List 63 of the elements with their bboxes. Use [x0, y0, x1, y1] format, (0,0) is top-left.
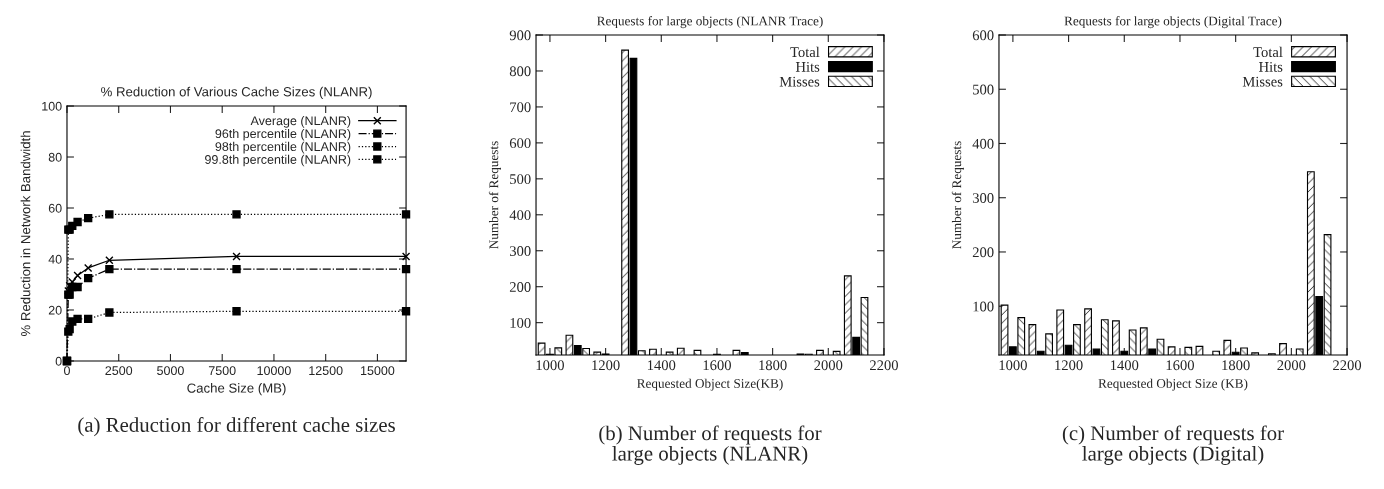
y-axis-title: Number of Requests [488, 141, 501, 249]
chart-title: Requests for large objects (Digital Trace) [1064, 16, 1282, 29]
y-tick-label: 800 [509, 66, 531, 77]
legend-label: Total [1253, 46, 1283, 58]
legend-label: Total [790, 46, 820, 58]
y-tick-label: 400 [972, 138, 994, 149]
y-tick-label: 500 [510, 174, 531, 185]
y-tick-label: 20 [48, 305, 62, 315]
x-tick-label: 1000 [536, 360, 564, 371]
y-tick-label: 40 [48, 254, 62, 264]
x-tick-label: 10000 [257, 366, 291, 376]
x-tick-label: 2200 [1333, 360, 1362, 371]
text: (c) Number of requests for large objects (Digital) [1062, 425, 1284, 465]
x-tick-label: 0 [64, 366, 70, 376]
x-tick-label: 12500 [309, 366, 343, 376]
x-axis-title: Requested Object Size(KB) [637, 378, 783, 391]
legend-label: 99.8th percentile (NLANR) [205, 154, 351, 167]
x-tick-label: 7500 [208, 366, 236, 376]
legend-label: Hits [795, 62, 820, 72]
x-tick-label: 1400 [647, 360, 676, 371]
x-tick-label: 1600 [703, 360, 731, 371]
y-tick-label: 60 [48, 203, 62, 213]
x-tick-label: 5000 [157, 366, 184, 376]
x-axis-title: Requested Object Size (KB) [1098, 378, 1248, 391]
legend-label: Misses [779, 76, 820, 87]
legend-label: Hits [1258, 62, 1283, 72]
x-tick-label: 1200 [592, 360, 620, 371]
y-tick-label: 600 [972, 30, 994, 41]
y-axis-title: Number of Requests [951, 141, 964, 249]
x-tick-label: 15000 [361, 366, 395, 376]
x-tick-label: 2200 [870, 360, 898, 371]
x-tick-label: 2000 [1277, 360, 1306, 371]
y-tick-label: 100 [510, 318, 531, 328]
x-tick-label: 1600 [1166, 360, 1194, 371]
chart-title: Requests for large objects (NLANR Trace) [597, 16, 823, 29]
x-tick-label: 1800 [759, 360, 787, 371]
y-tick-label: 80 [48, 152, 62, 162]
y-axis-title: % Reduction in Network Bandwidth [20, 131, 31, 337]
chart-title: % Reduction of Various Cache Sizes (NLANR) [101, 86, 372, 100]
y-tick-label: 700 [510, 102, 531, 113]
y-tick-label: 200 [972, 247, 994, 258]
x-tick-label: 2000 [814, 360, 843, 371]
x-tick-label: 2500 [105, 366, 133, 376]
legend-label: Average (NLANR) [250, 116, 351, 128]
y-tick-label: 200 [509, 282, 531, 292]
x-axis-title: Cache Size (MB) [187, 383, 286, 396]
y-tick-label: 600 [509, 138, 531, 149]
y-tick-label: 400 [509, 210, 531, 220]
y-tick-label: 900 [509, 30, 531, 41]
legend-label: 96th percentile (NLANR) [215, 128, 351, 141]
y-tick-label: 300 [972, 193, 994, 203]
x-tick-label: 1800 [1222, 360, 1250, 371]
x-tick-label: 1000 [999, 360, 1027, 371]
text: (b) Number of requests for large objects (NLANR) [599, 425, 822, 465]
x-tick-label: 1400 [1110, 360, 1139, 371]
x-tick-label: 1200 [1055, 360, 1083, 371]
y-tick-label: 300 [509, 246, 531, 256]
y-tick-label: 500 [973, 84, 994, 95]
y-tick-label: 100 [42, 101, 62, 111]
y-tick-label: 100 [973, 301, 994, 312]
legend-label: 98th percentile (NLANR) [215, 141, 351, 154]
legend-label: Misses [1242, 76, 1283, 87]
text: (a) Reduction for different cache sizes [78, 417, 395, 437]
